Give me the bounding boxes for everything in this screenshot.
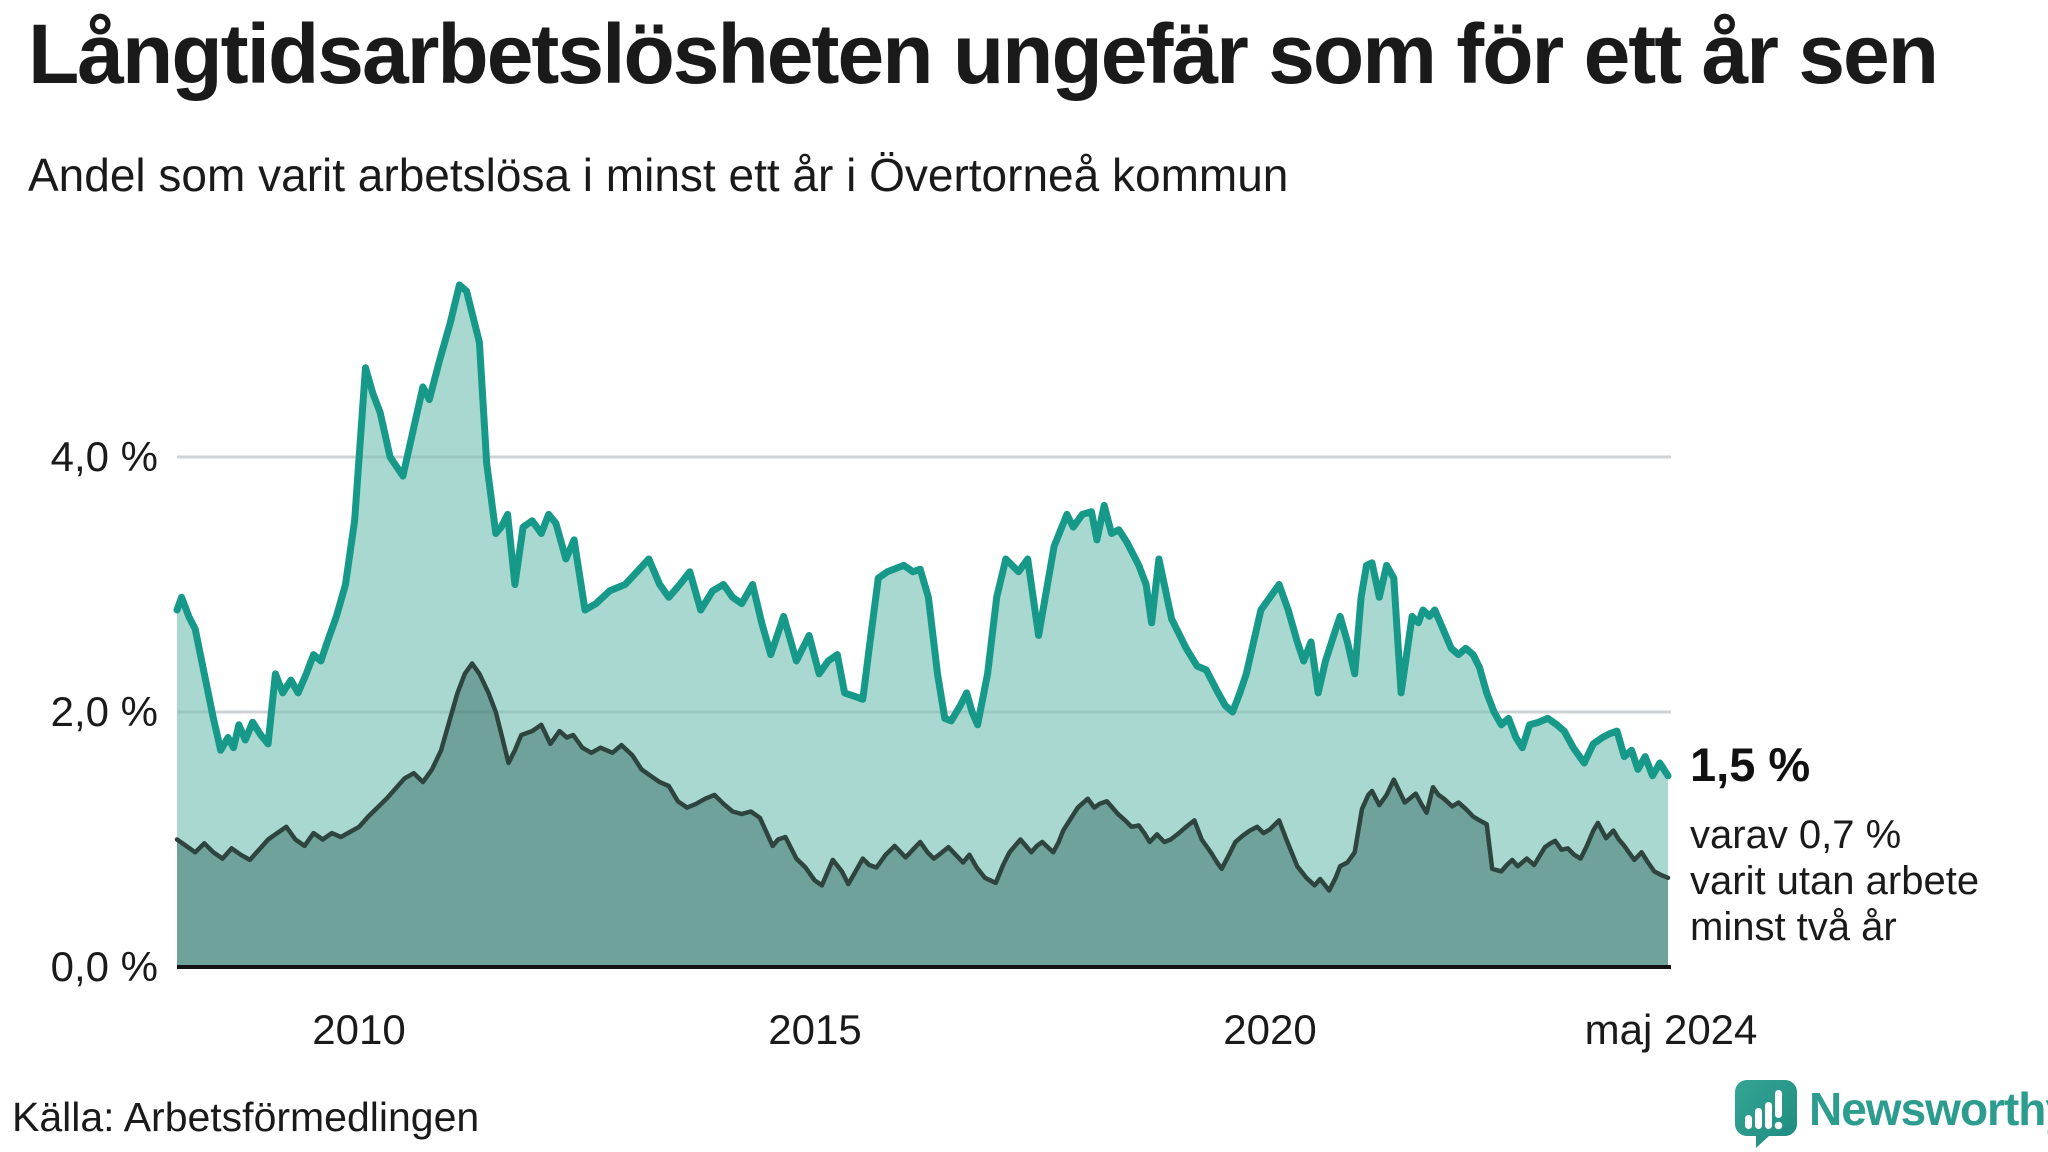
logo-bar-2 bbox=[1755, 1108, 1762, 1129]
y-axis-tick-4: 4,0 % bbox=[50, 433, 158, 480]
line-unemployed-2yr bbox=[174, 661, 1671, 893]
line-unemployed-1yr bbox=[173, 281, 1672, 780]
x-axis-tick-2020: 2020 bbox=[1223, 1006, 1317, 1053]
end-value-note-line-2: varit utan arbete bbox=[1690, 859, 1980, 903]
newsworthy-logo-icon bbox=[1735, 1080, 1797, 1148]
logo-bar-1 bbox=[1745, 1115, 1752, 1129]
end-value-note-line-1: varav 0,7 % bbox=[1690, 813, 1902, 857]
page-subtitle: Andel som varit arbetslösa i minst ett å… bbox=[28, 149, 1289, 201]
area-unemployed-2yr bbox=[177, 663, 1668, 967]
source-note: Källa: Arbetsförmedlingen bbox=[12, 1094, 480, 1140]
logo-exclamation-dot bbox=[1774, 1121, 1783, 1130]
y-axis-tick-0: 0,0 % bbox=[50, 943, 158, 990]
logo-bar-3 bbox=[1765, 1102, 1772, 1129]
end-value-note-line-3: minst två år bbox=[1690, 905, 1897, 949]
logo-exclamation-bar bbox=[1775, 1090, 1782, 1118]
x-axis-tick-maj-2024: maj 2024 bbox=[1584, 1006, 1758, 1053]
x-axis-tick-2010: 2010 bbox=[312, 1006, 406, 1053]
page-title: Långtidsarbetslösheten ungefär som för e… bbox=[28, 7, 1939, 101]
y-axis-tick-2: 2,0 % bbox=[50, 688, 158, 735]
newsworthy-logo-text: Newsworthy bbox=[1809, 1083, 2048, 1135]
end-value-note: varav 0,7 % varit utan arbete minst två … bbox=[1690, 812, 1979, 950]
x-axis-tick-2015: 2015 bbox=[768, 1006, 862, 1053]
newsworthy-logo: Newsworthy bbox=[1733, 1078, 2048, 1148]
end-value-label: 1,5 % bbox=[1690, 738, 1811, 791]
